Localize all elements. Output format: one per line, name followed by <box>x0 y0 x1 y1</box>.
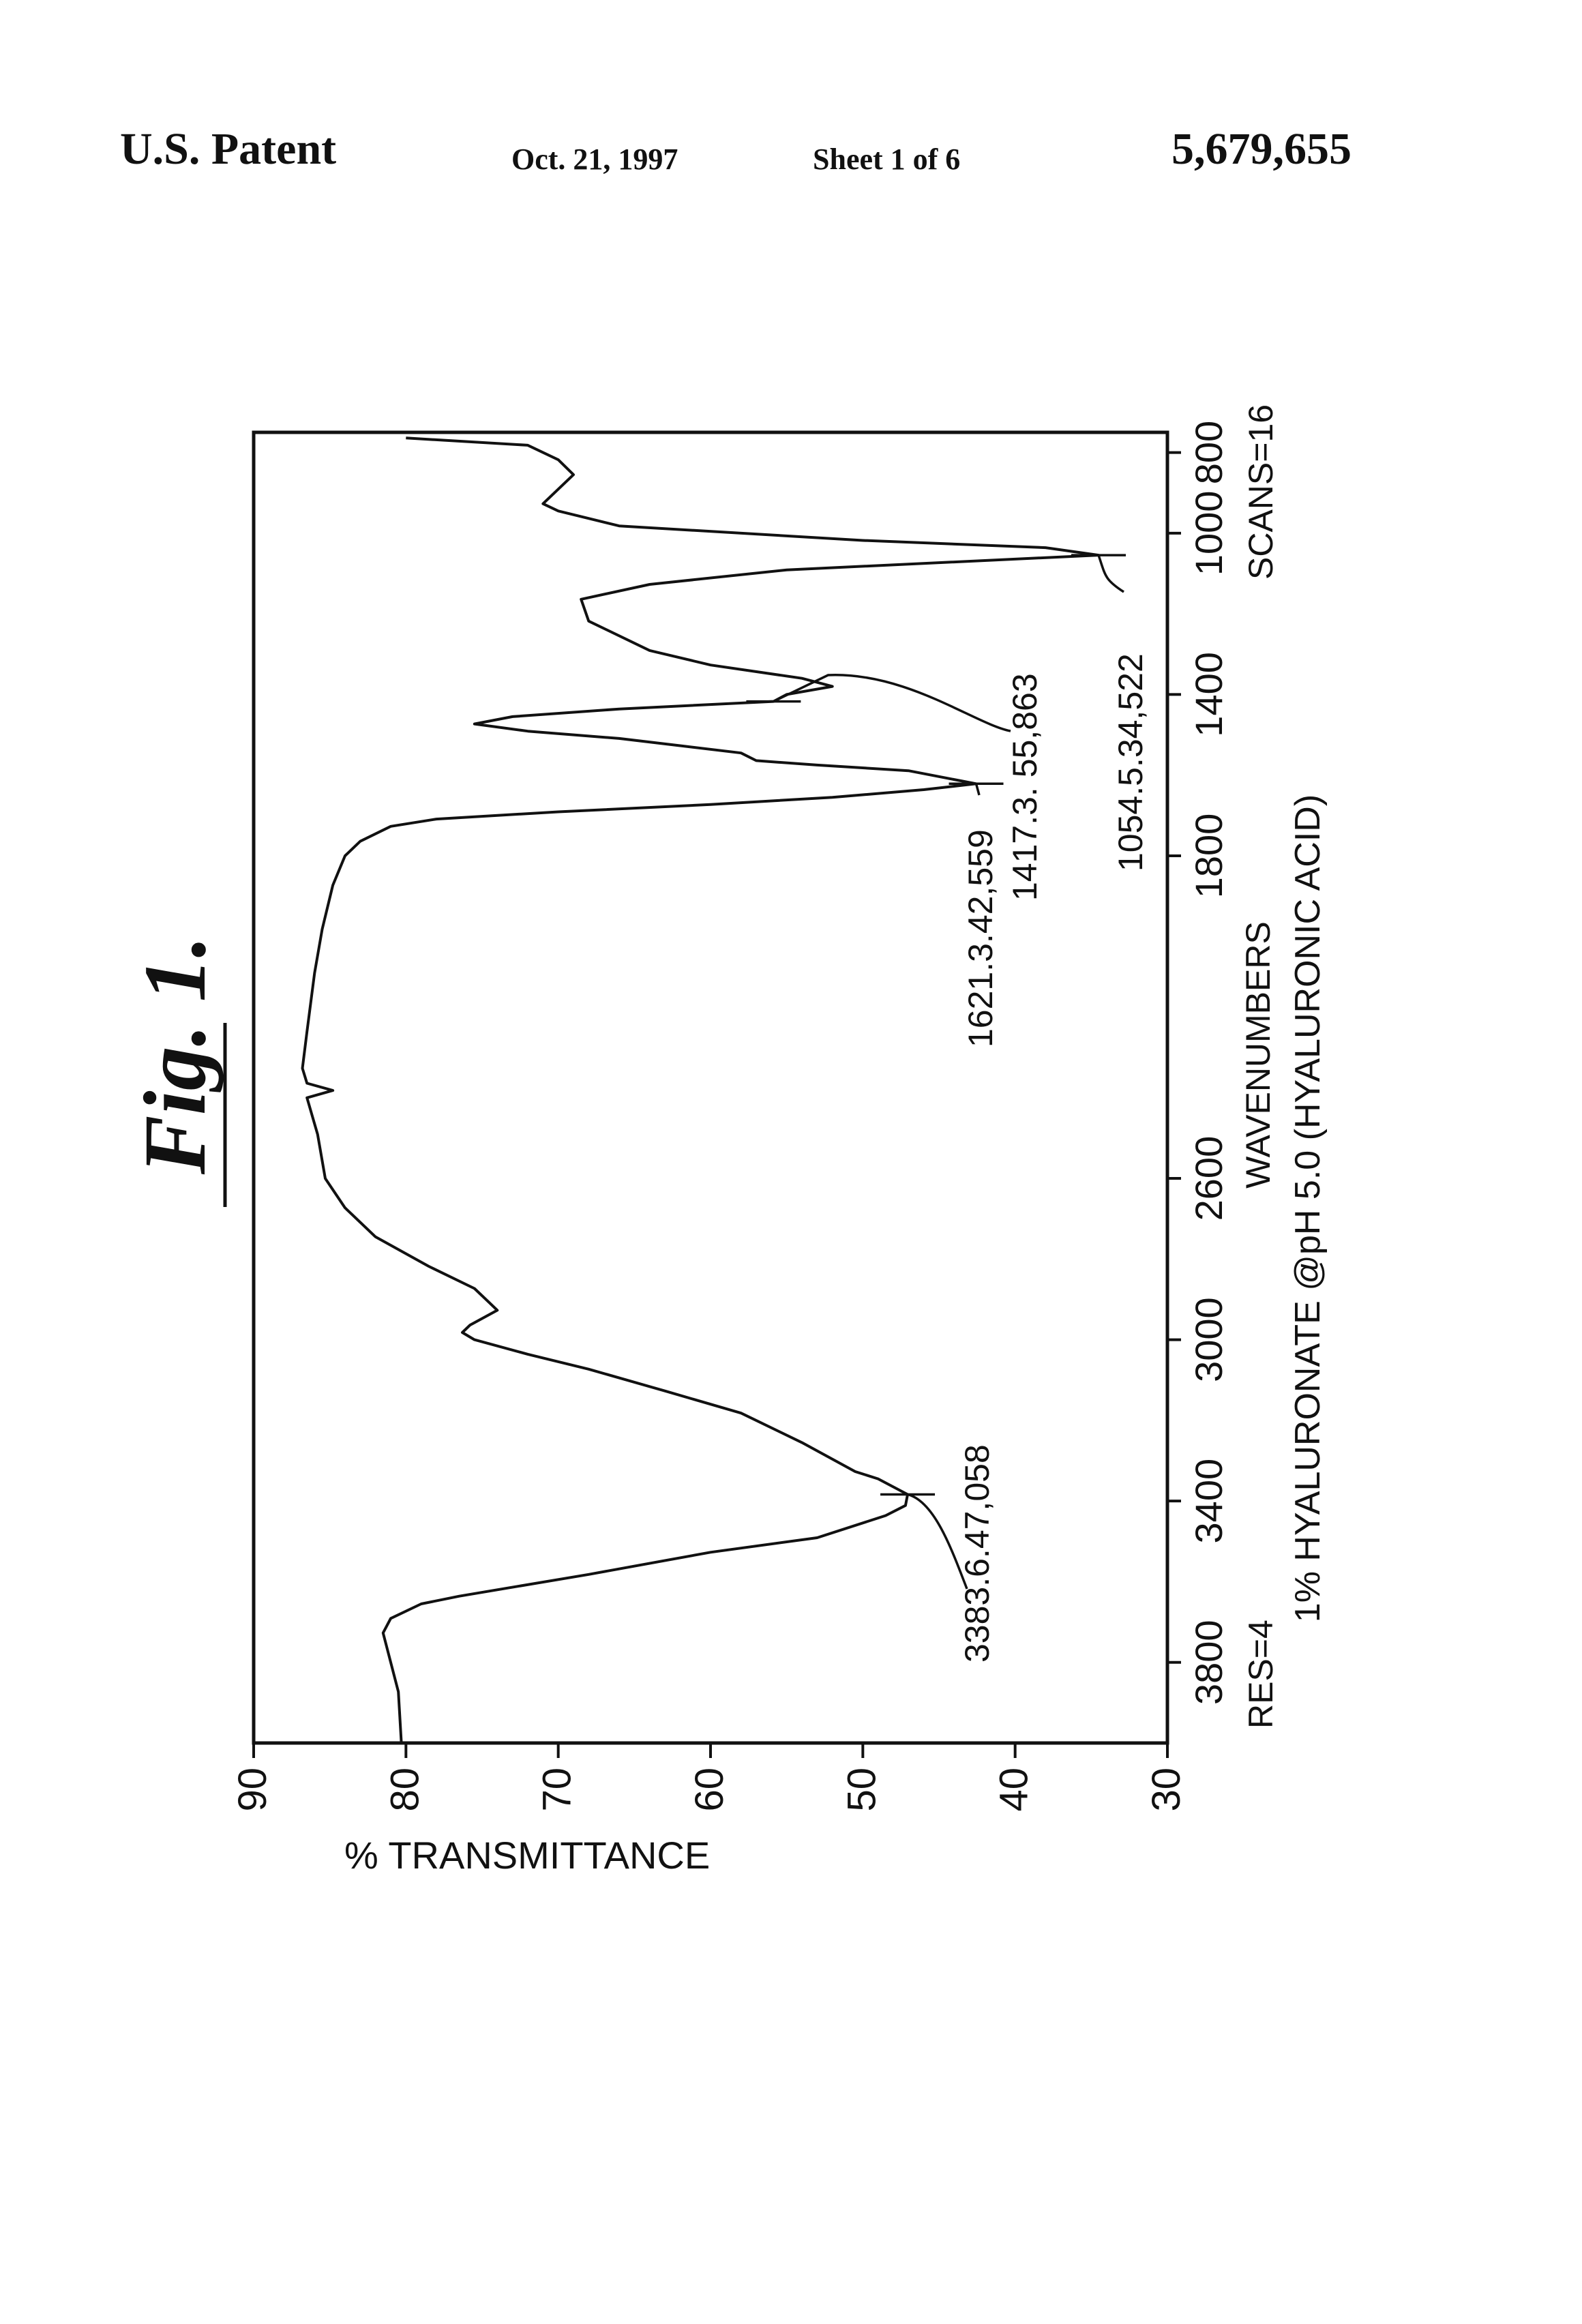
patent-sheet: U.S. Patent Oct. 21, 1997 Sheet 1 of 6 5… <box>0 0 1582 2324</box>
annotation: 3383.6.47,058 <box>958 1444 996 1663</box>
annotation: 1621.3.42,559 <box>961 829 1000 1047</box>
x-tick-label: 1400 <box>1187 652 1230 737</box>
x-tick-label: 3800 <box>1187 1620 1230 1705</box>
y-tick-label: 60 <box>687 1768 732 1812</box>
annotation-leader <box>976 784 979 795</box>
y-tick-label: 40 <box>992 1768 1036 1812</box>
y-tick-label: 30 <box>1144 1768 1189 1812</box>
annotation-leader <box>1099 555 1124 592</box>
x-tick-label: 1800 <box>1187 814 1230 899</box>
figure-title: Fig. 1. <box>126 936 224 1175</box>
annotation-leader <box>773 675 1011 731</box>
annotation: 1417.3. 55,863 <box>1006 673 1044 901</box>
caption: 1% HYALURONATE @pH 5.0 (HYALURONIC ACID) <box>1288 794 1328 1622</box>
x-tick-label: 3000 <box>1187 1297 1230 1382</box>
y-tick-label: 80 <box>383 1768 427 1812</box>
resolution-label: RES=4 <box>1242 1620 1280 1729</box>
y-tick-label: 90 <box>230 1768 275 1812</box>
y-tick-label: 70 <box>535 1768 580 1812</box>
x-tick-label: 3400 <box>1187 1459 1230 1544</box>
sheet-number: Sheet 1 of 6 <box>813 143 960 176</box>
x-tick-label: 800 <box>1187 421 1230 484</box>
scans-label: SCANS=16 <box>1242 404 1280 580</box>
patent-label: U.S. Patent <box>120 124 336 174</box>
page: {"header": {"left": "U.S. Patent", "date… <box>0 0 1582 2324</box>
y-axis-label: % TRANSMITTANCE <box>344 1834 710 1877</box>
x-axis-label: WAVENUMBERS <box>1239 921 1277 1189</box>
x-tick-label: 1000 <box>1187 491 1230 576</box>
patent-date: Oct. 21, 1997 <box>511 143 678 176</box>
patent-number: 5,679,655 <box>1171 124 1352 174</box>
plot-frame <box>254 432 1167 1743</box>
annotation: 1054.5.34,522 <box>1111 653 1150 872</box>
y-tick-label: 50 <box>839 1768 884 1812</box>
x-tick-label: 2600 <box>1187 1136 1230 1221</box>
